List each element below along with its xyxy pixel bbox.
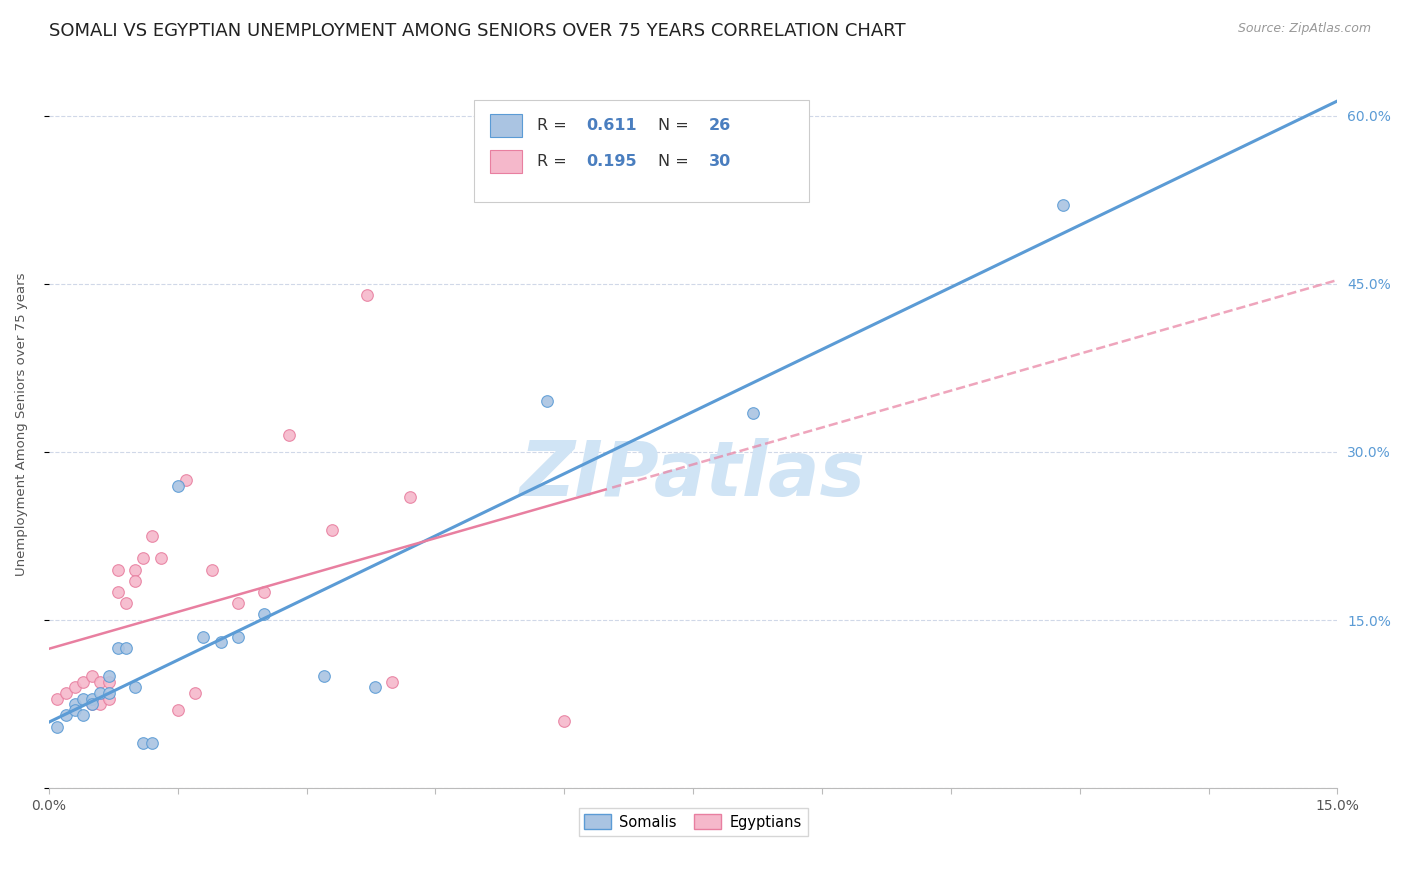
Text: R =: R = bbox=[537, 154, 572, 169]
Point bbox=[209, 635, 232, 649]
Point bbox=[201, 563, 224, 577]
Point bbox=[536, 394, 558, 409]
Point bbox=[80, 691, 103, 706]
Text: 0.611: 0.611 bbox=[586, 118, 637, 133]
Text: N =: N = bbox=[658, 118, 695, 133]
Point bbox=[124, 574, 146, 588]
Point bbox=[98, 674, 121, 689]
Text: Source: ZipAtlas.com: Source: ZipAtlas.com bbox=[1237, 22, 1371, 36]
Point bbox=[278, 428, 301, 442]
Point bbox=[1052, 198, 1074, 212]
Point bbox=[72, 691, 94, 706]
Text: ZIPatlas: ZIPatlas bbox=[520, 438, 866, 512]
Point bbox=[356, 288, 378, 302]
Point bbox=[46, 719, 69, 733]
Point bbox=[72, 674, 94, 689]
Point bbox=[252, 585, 274, 599]
Text: 0.195: 0.195 bbox=[586, 154, 637, 169]
Point bbox=[89, 697, 111, 711]
Point bbox=[141, 529, 163, 543]
Legend: Somalis, Egyptians: Somalis, Egyptians bbox=[579, 808, 807, 836]
Point bbox=[141, 736, 163, 750]
Point bbox=[312, 669, 335, 683]
Point bbox=[193, 630, 215, 644]
Text: 26: 26 bbox=[709, 118, 731, 133]
Point bbox=[174, 473, 197, 487]
Point bbox=[63, 681, 86, 695]
Point bbox=[553, 714, 575, 728]
Point bbox=[124, 681, 146, 695]
Point bbox=[398, 490, 420, 504]
Point bbox=[115, 596, 138, 610]
Point bbox=[46, 691, 69, 706]
Point bbox=[80, 697, 103, 711]
Point bbox=[132, 551, 155, 566]
Point bbox=[124, 563, 146, 577]
Point bbox=[115, 641, 138, 656]
Point bbox=[132, 736, 155, 750]
Point bbox=[89, 686, 111, 700]
Point bbox=[184, 686, 207, 700]
Point bbox=[742, 406, 765, 420]
Point bbox=[364, 681, 387, 695]
Text: SOMALI VS EGYPTIAN UNEMPLOYMENT AMONG SENIORS OVER 75 YEARS CORRELATION CHART: SOMALI VS EGYPTIAN UNEMPLOYMENT AMONG SE… bbox=[49, 22, 905, 40]
Point bbox=[63, 697, 86, 711]
Point bbox=[98, 686, 121, 700]
Bar bbox=[489, 113, 522, 136]
Point bbox=[107, 585, 129, 599]
Bar bbox=[489, 150, 522, 173]
Point bbox=[166, 478, 188, 492]
Y-axis label: Unemployment Among Seniors over 75 years: Unemployment Among Seniors over 75 years bbox=[15, 272, 28, 575]
Point bbox=[89, 674, 111, 689]
Point bbox=[226, 596, 249, 610]
Point bbox=[80, 697, 103, 711]
Point bbox=[252, 607, 274, 622]
Text: 30: 30 bbox=[709, 154, 731, 169]
Point bbox=[166, 703, 188, 717]
Text: N =: N = bbox=[658, 154, 695, 169]
Point bbox=[63, 703, 86, 717]
Point bbox=[149, 551, 172, 566]
FancyBboxPatch shape bbox=[474, 100, 808, 202]
Point bbox=[98, 691, 121, 706]
Point bbox=[321, 524, 343, 538]
Point bbox=[107, 641, 129, 656]
Point bbox=[381, 674, 404, 689]
Point bbox=[80, 669, 103, 683]
Point bbox=[107, 563, 129, 577]
Point bbox=[98, 669, 121, 683]
Point bbox=[72, 708, 94, 723]
Text: R =: R = bbox=[537, 118, 572, 133]
Point bbox=[55, 708, 77, 723]
Point bbox=[55, 686, 77, 700]
Point bbox=[226, 630, 249, 644]
